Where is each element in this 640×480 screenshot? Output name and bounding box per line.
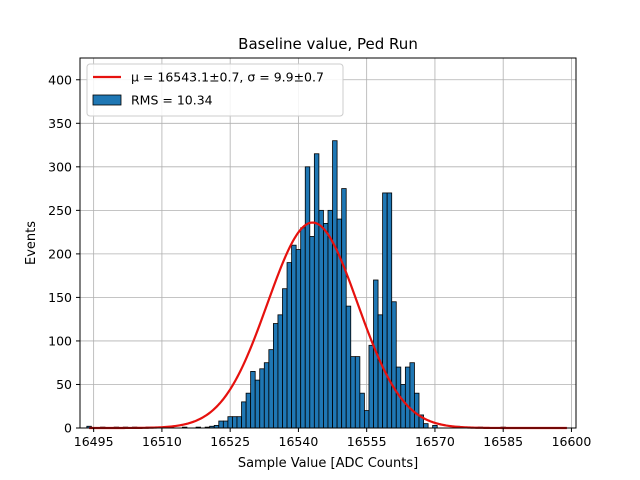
x-tick-label-0: 16495 bbox=[74, 434, 114, 449]
x-tick-label-6: 16585 bbox=[483, 434, 523, 449]
histogram-bar bbox=[259, 368, 265, 429]
histogram-bar bbox=[304, 166, 311, 429]
histogram-bar bbox=[282, 288, 288, 429]
y-tick-label-3: 150 bbox=[48, 290, 72, 305]
histogram-bar bbox=[382, 192, 388, 429]
x-tick-label-7: 16600 bbox=[552, 434, 592, 449]
histogram-bar bbox=[232, 416, 238, 429]
y-tick-label-4: 200 bbox=[48, 246, 72, 261]
histogram-bar bbox=[404, 366, 411, 429]
legend: μ = 16543.1±0.7, σ = 9.9±0.7 RMS = 10.34 bbox=[86, 63, 344, 117]
histogram-bar bbox=[254, 379, 261, 429]
plot-frame bbox=[79, 57, 577, 429]
histogram-bar bbox=[295, 249, 302, 429]
histogram-bar bbox=[272, 323, 279, 429]
histogram-bar bbox=[386, 192, 393, 429]
legend-hist-swatch bbox=[92, 94, 122, 106]
y-tick-label-6: 300 bbox=[48, 159, 72, 174]
histogram-bar bbox=[300, 227, 306, 429]
x-tick-label-4: 16555 bbox=[347, 434, 387, 449]
x-tick-label-3: 16540 bbox=[279, 434, 319, 449]
x-axis-ticks: 16495 16510 16525 16540 16555 16570 16585 16600 bbox=[74, 428, 592, 449]
y-tick-label-1: 50 bbox=[56, 377, 72, 392]
chart-title: Baseline value, Ped Run bbox=[238, 35, 418, 53]
y-axis-label: Events bbox=[24, 221, 39, 265]
histogram-bar bbox=[227, 416, 233, 429]
histogram-bar bbox=[377, 314, 384, 429]
histogram-bar bbox=[323, 223, 329, 429]
histogram-bar bbox=[263, 362, 270, 429]
histogram-bar bbox=[341, 188, 347, 429]
histogram-bar bbox=[286, 262, 292, 429]
histogram-bar bbox=[414, 392, 420, 429]
y-tick-label-5: 250 bbox=[48, 203, 72, 218]
x-axis-label: Sample Value [ADC Counts] bbox=[238, 456, 418, 471]
histogram-bar bbox=[291, 244, 297, 429]
histogram-bar bbox=[218, 420, 224, 429]
histogram-bar bbox=[277, 314, 283, 429]
legend-fit-label: μ = 16543.1±0.7, σ = 9.9±0.7 bbox=[131, 70, 324, 85]
histogram-bar bbox=[354, 356, 361, 429]
histogram-bar bbox=[236, 416, 242, 429]
histogram-bar bbox=[364, 410, 370, 429]
x-tick-label-2: 16525 bbox=[210, 434, 250, 449]
x-tick-label-5: 16570 bbox=[415, 434, 455, 449]
histogram-bar bbox=[350, 356, 356, 429]
histogram-bar bbox=[345, 305, 352, 429]
histogram-bar bbox=[368, 344, 374, 429]
histogram-bar bbox=[241, 401, 247, 429]
y-tick-label-2: 100 bbox=[48, 333, 72, 348]
histogram-bar bbox=[409, 362, 415, 429]
histogram-bar bbox=[309, 236, 315, 429]
x-tick-label-1: 16510 bbox=[142, 434, 182, 449]
histogram-bar bbox=[332, 140, 338, 429]
histogram-bar bbox=[318, 209, 324, 429]
histogram-bar bbox=[222, 420, 229, 429]
histogram-bar bbox=[391, 301, 397, 429]
histogram-bar bbox=[245, 392, 252, 429]
y-tick-label-8: 400 bbox=[48, 72, 72, 87]
histogram-bar bbox=[268, 349, 274, 429]
histogram-bar bbox=[313, 153, 320, 429]
histogram-bar bbox=[423, 423, 429, 429]
legend-hist-label: RMS = 10.34 bbox=[131, 93, 213, 108]
y-tick-label-7: 350 bbox=[48, 116, 72, 131]
histogram-bar bbox=[250, 371, 256, 429]
y-tick-label-0: 0 bbox=[64, 421, 72, 436]
histogram-bar bbox=[327, 209, 333, 429]
y-axis-ticks: 0 50 100 150 200 250 300 350 400 bbox=[48, 72, 80, 436]
legend-box bbox=[86, 63, 344, 117]
histogram-bar bbox=[400, 384, 406, 429]
histogram-bar bbox=[359, 392, 365, 429]
